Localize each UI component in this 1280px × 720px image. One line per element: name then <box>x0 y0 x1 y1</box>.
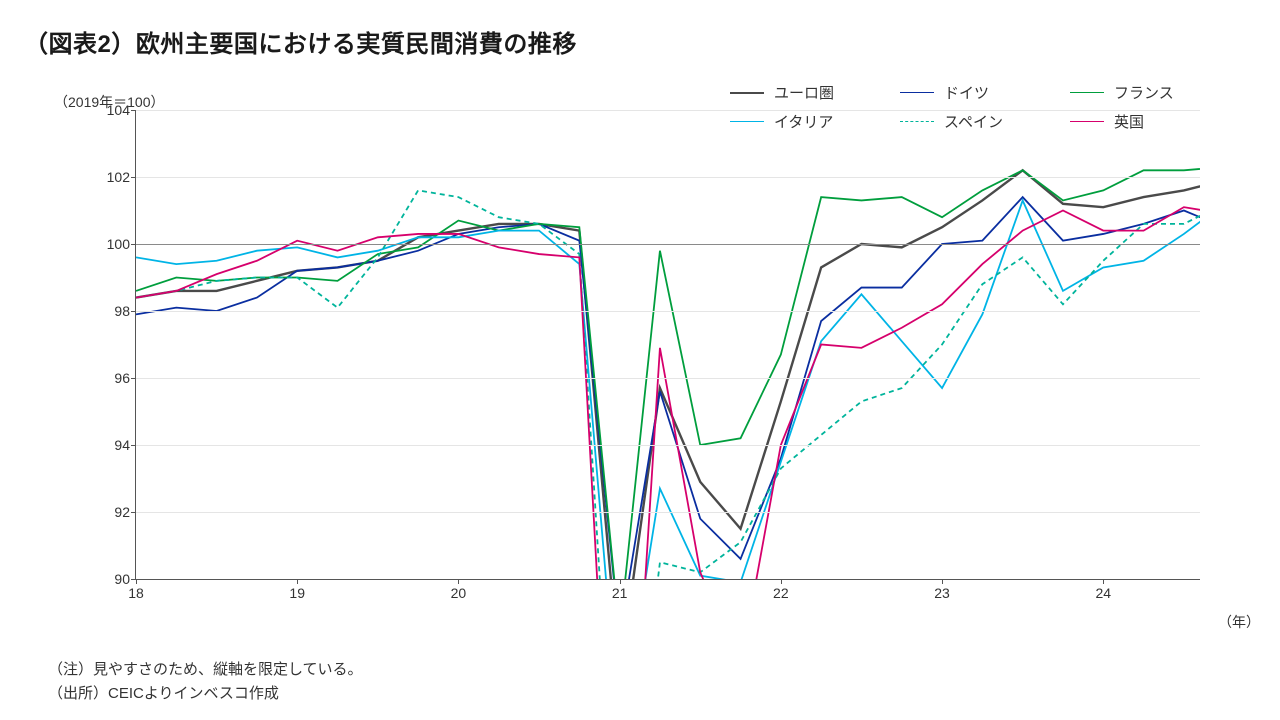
grid-line <box>136 445 1200 446</box>
source-line: （出所）CEICよりインベスコ作成 <box>48 682 279 703</box>
series-line <box>136 207 1280 720</box>
lines-svg <box>136 110 1200 579</box>
plot-area: 909294969810010210418192021222324 <box>135 110 1200 580</box>
x-tick-label: 23 <box>934 585 950 601</box>
x-tick-mark <box>781 579 782 584</box>
y-tick-mark <box>131 311 136 312</box>
legend-item: ドイツ <box>900 82 1070 103</box>
y-tick-mark <box>131 244 136 245</box>
x-tick-label: 24 <box>1095 585 1111 601</box>
y-tick-label: 98 <box>96 303 130 319</box>
y-tick-label: 90 <box>96 571 130 587</box>
legend-label: ユーロ圏 <box>774 82 834 103</box>
y-tick-mark <box>131 177 136 178</box>
x-tick-mark <box>1103 579 1104 584</box>
series-line <box>136 147 1280 633</box>
y-tick-mark <box>131 445 136 446</box>
x-tick-label: 19 <box>289 585 305 601</box>
x-tick-label: 18 <box>128 585 144 601</box>
y-tick-label: 94 <box>96 437 130 453</box>
x-tick-label: 22 <box>773 585 789 601</box>
series-line <box>136 197 1280 636</box>
x-tick-mark <box>942 579 943 584</box>
y-tick-label: 102 <box>96 169 130 185</box>
footnote: （注）見やすさのため、縦軸を限定している。 <box>48 658 363 679</box>
x-tick-mark <box>620 579 621 584</box>
grid-line <box>136 110 1200 111</box>
legend-item: フランス <box>1070 82 1240 103</box>
reference-line <box>136 244 1200 245</box>
y-tick-label: 92 <box>96 504 130 520</box>
y-tick-mark <box>131 110 136 111</box>
y-tick-label: 104 <box>96 102 130 118</box>
x-axis-title: （年） <box>1218 612 1260 632</box>
grid-line <box>136 311 1200 312</box>
y-tick-label: 96 <box>96 370 130 386</box>
y-tick-mark <box>131 378 136 379</box>
x-tick-label: 20 <box>451 585 467 601</box>
grid-line <box>136 378 1200 379</box>
page-title: （図表2）欧州主要国における実質民間消費の推移 <box>24 24 577 59</box>
chart-container: （図表2）欧州主要国における実質民間消費の推移 （2019年＝100） （年） … <box>0 0 1280 720</box>
legend-label: フランス <box>1114 82 1174 103</box>
y-tick-mark <box>131 512 136 513</box>
x-tick-mark <box>136 579 137 584</box>
y-tick-label: 100 <box>96 236 130 252</box>
legend-swatch <box>1070 92 1104 93</box>
legend-label: ドイツ <box>944 82 989 103</box>
x-tick-mark <box>458 579 459 584</box>
chart-box: 909294969810010210418192021222324 <box>90 110 1240 600</box>
x-tick-mark <box>297 579 298 584</box>
grid-line <box>136 177 1200 178</box>
grid-line <box>136 512 1200 513</box>
legend-swatch <box>730 92 764 94</box>
legend-swatch <box>900 92 934 93</box>
legend-item: ユーロ圏 <box>730 82 900 103</box>
x-tick-label: 21 <box>612 585 628 601</box>
